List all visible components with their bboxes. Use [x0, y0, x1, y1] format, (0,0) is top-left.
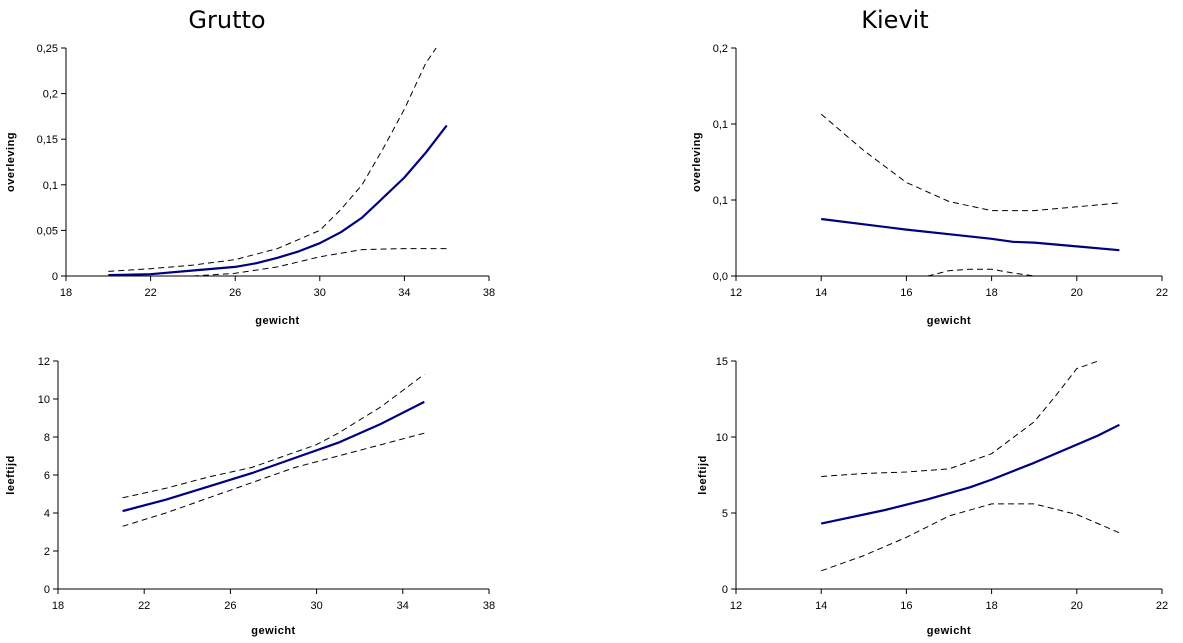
y-tick-label: 15: [716, 356, 728, 368]
x-axis-label: gewicht: [251, 625, 295, 637]
y-tick-label: 0,2: [43, 89, 58, 101]
x-axis-label: gewicht: [255, 315, 299, 327]
x-tick-label: 22: [138, 600, 150, 612]
y-axis-label: leeftijd: [5, 455, 17, 494]
series-line-confidence-bound: [820, 113, 1120, 212]
x-tick-label: 16: [900, 600, 912, 612]
x-tick-label: 20: [1071, 600, 1083, 612]
x-tick-label: 30: [310, 600, 322, 612]
y-tick-label: 2: [44, 546, 50, 558]
series-line-confidence-bound: [927, 268, 1035, 277]
y-axis-label: overleving: [691, 132, 703, 192]
x-tick-label: 14: [815, 287, 827, 299]
y-tick-label: 0: [722, 584, 728, 596]
x-tick-label: 34: [397, 600, 409, 612]
chart-kievit-leeftijd: 12 14 16 18 20 22 0 5 10 15 gewicht leeftijd: [697, 356, 1168, 637]
y-tick-label: 12: [38, 356, 50, 368]
y-tick-label: 0,25: [37, 43, 58, 55]
series-line-estimate: [122, 400, 425, 513]
chart-title-kievit: Kievit: [861, 6, 929, 34]
series-line-estimate: [820, 423, 1120, 525]
chart-grutto-leeftijd: 18 22 26 30 34 38 0 2 4 6 8 10 12 gewicht leeftijd: [5, 356, 495, 637]
x-tick-label: 26: [224, 600, 236, 612]
x-tick-label: 12: [730, 600, 742, 612]
x-tick-label: 22: [1156, 287, 1168, 299]
x-tick-label: 18: [52, 600, 64, 612]
x-axis-label: gewicht: [927, 625, 971, 637]
x-tick-label: 22: [144, 287, 156, 299]
y-tick-label: 5: [722, 508, 728, 520]
y-tick-label: 0,15: [37, 134, 58, 146]
series-line-confidence-bound: [122, 432, 425, 527]
y-tick-label: 6: [44, 470, 50, 482]
x-tick-label: 16: [900, 287, 912, 299]
y-tick-label: 4: [44, 508, 50, 520]
x-tick-label: 12: [730, 287, 742, 299]
y-tick-label: 0,1: [713, 195, 728, 207]
x-tick-label: 14: [815, 600, 827, 612]
chart-kievit-overleving: 12 14 16 18 20 22 0,0 0,1 0,1 0,2 gewicht overlevin…: [691, 43, 1168, 327]
series-line-confidence-bound: [821, 360, 1099, 477]
series-line-estimate: [821, 217, 1120, 252]
x-tick-label: 30: [314, 287, 326, 299]
x-tick-label: 34: [398, 287, 410, 299]
y-tick-label: 0,05: [37, 225, 58, 237]
y-tick-label: 0,2: [713, 43, 728, 55]
x-tick-label: 22: [1156, 600, 1168, 612]
series-line-confidence-bound: [192, 248, 447, 277]
series-line-confidence-bound: [108, 47, 437, 272]
series-line-estimate: [108, 124, 448, 277]
y-tick-label: 0: [44, 584, 50, 596]
x-tick-label: 18: [985, 287, 997, 299]
series-line-confidence-bound: [821, 503, 1120, 572]
x-tick-label: 18: [60, 287, 72, 299]
x-tick-label: 20: [1071, 287, 1083, 299]
x-tick-label: 38: [483, 600, 495, 612]
y-axis-label: leeftijd: [697, 455, 709, 494]
y-axis-label: overleving: [5, 132, 17, 192]
y-tick-label: 0: [52, 271, 58, 283]
x-tick-label: 38: [483, 287, 495, 299]
x-axis-label: gewicht: [927, 315, 971, 327]
x-tick-label: 18: [985, 600, 997, 612]
y-tick-label: 8: [44, 432, 50, 444]
chart-title-grutto: Grutto: [188, 6, 266, 34]
y-tick-label: 0,1: [713, 119, 728, 131]
series-line-confidence-bound: [122, 373, 425, 499]
chart-grutto-overleving: 18 22 26 30 34 38 0 0,05 0,1 0,15 0,2 0,25 gewicht ov…: [5, 43, 495, 327]
y-tick-label: 10: [38, 394, 50, 406]
x-tick-label: 26: [229, 287, 241, 299]
y-tick-label: 10: [716, 432, 728, 444]
y-tick-label: 0,1: [43, 180, 58, 192]
y-tick-label: 0,0: [713, 271, 728, 283]
